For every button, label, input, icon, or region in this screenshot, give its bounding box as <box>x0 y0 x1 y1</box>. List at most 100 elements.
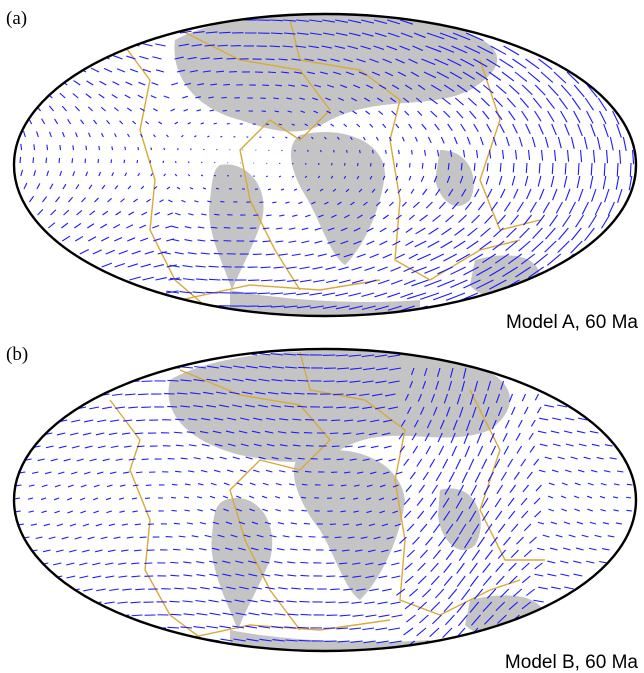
velocity-vector <box>334 150 335 152</box>
velocity-vector <box>175 471 181 472</box>
velocity-vector <box>461 163 462 170</box>
velocity-vector <box>333 394 343 395</box>
velocity-vector <box>435 163 436 169</box>
velocity-vector <box>178 148 179 150</box>
panel-label: (a) <box>6 8 27 29</box>
velocity-vector <box>263 241 271 242</box>
velocity-vector <box>336 407 346 408</box>
velocity-vector <box>300 562 308 563</box>
velocity-vector <box>300 575 309 576</box>
velocity-vector <box>280 163 281 164</box>
velocity-vector <box>263 228 270 229</box>
velocity-vector <box>211 227 218 228</box>
velocity-vector <box>627 484 633 485</box>
velocity-vector <box>60 145 61 150</box>
velocity-vector <box>20 157 21 163</box>
velocity-vector <box>331 420 340 421</box>
velocity-vector <box>305 471 311 472</box>
velocity-vector <box>304 523 310 524</box>
velocity-vector <box>626 497 631 498</box>
velocity-vector <box>258 306 272 307</box>
velocity-vector <box>46 158 47 163</box>
velocity-vector <box>301 614 312 615</box>
velocity-vector <box>174 432 182 433</box>
velocity-vector <box>150 160 151 163</box>
velocity-vector <box>626 510 631 511</box>
velocity-vector <box>202 162 203 163</box>
velocity-vector <box>209 266 219 267</box>
velocity-vector <box>293 163 294 164</box>
velocity-vector <box>211 240 219 241</box>
velocity-vector <box>151 147 152 150</box>
velocity-vector <box>163 161 164 163</box>
velocity-vector <box>134 550 141 551</box>
velocity-vector <box>266 215 271 216</box>
velocity-vector <box>337 459 344 460</box>
velocity-vector <box>167 627 179 628</box>
velocity-vector <box>174 523 180 524</box>
velocity-vector <box>267 163 268 164</box>
velocity-vector <box>335 537 342 538</box>
velocity-vector <box>137 160 138 163</box>
velocity-vector <box>340 498 345 499</box>
velocity-vector <box>98 159 99 163</box>
velocity-vector <box>164 148 165 150</box>
velocity-vector <box>298 640 310 641</box>
velocity-vector <box>306 163 307 165</box>
velocity-vector <box>135 433 143 434</box>
map-body <box>0 345 644 660</box>
velocity-vector <box>142 459 149 460</box>
velocity-vector <box>218 45 228 46</box>
velocity-vector <box>422 163 423 169</box>
velocity-vector <box>301 497 306 498</box>
velocity-vector <box>216 188 219 189</box>
velocity-vector <box>220 201 224 202</box>
velocity-vector <box>330 589 340 590</box>
velocity-vector <box>132 615 143 616</box>
map-panel: (b) Model B, 60 Ma <box>0 344 644 673</box>
velocity-vector <box>319 163 320 165</box>
velocity-vector <box>72 158 73 163</box>
velocity-vector <box>591 163 592 176</box>
velocity-vector <box>299 601 309 602</box>
velocity-vector <box>301 510 306 511</box>
velocity-vector <box>303 549 310 550</box>
velocity-vector <box>171 497 176 498</box>
velocity-vector <box>526 163 527 173</box>
velocity-vector <box>298 458 305 459</box>
velocity-vector <box>176 161 177 163</box>
velocity-vector <box>308 150 309 152</box>
velocity-vector <box>272 137 274 138</box>
velocity-vector <box>223 110 227 111</box>
map-body <box>0 0 644 330</box>
velocity-vector <box>167 406 177 407</box>
velocity-vector <box>294 393 304 394</box>
velocity-vector <box>604 163 605 176</box>
velocity-vector <box>271 33 283 34</box>
velocity-vector <box>332 446 340 447</box>
velocity-vector <box>112 146 113 150</box>
velocity-vector <box>124 160 125 163</box>
velocity-vector <box>275 111 279 112</box>
velocity-vector <box>138 147 139 150</box>
velocity-vector <box>173 549 180 550</box>
panel-caption: Model A, 60 Ma <box>506 312 638 333</box>
velocity-vector <box>617 163 618 177</box>
velocity-vector <box>189 161 190 163</box>
velocity-vector <box>340 511 345 512</box>
map-panel: (a) Model A, 60 Ma <box>0 0 644 333</box>
velocity-vector <box>552 163 553 174</box>
velocity-vector <box>358 163 359 166</box>
velocity-vector <box>371 163 372 166</box>
velocity-vector <box>297 406 307 407</box>
velocity-vector <box>169 601 179 602</box>
velocity-vector <box>171 510 176 511</box>
velocity-vector <box>332 163 333 165</box>
velocity-vector <box>136 472 142 473</box>
velocity-vector <box>214 175 216 176</box>
velocity-vector <box>500 163 501 172</box>
velocity-vector <box>345 163 346 166</box>
velocity-vector <box>125 147 126 150</box>
velocity-vector <box>297 627 309 628</box>
velocity-vector <box>214 214 219 215</box>
